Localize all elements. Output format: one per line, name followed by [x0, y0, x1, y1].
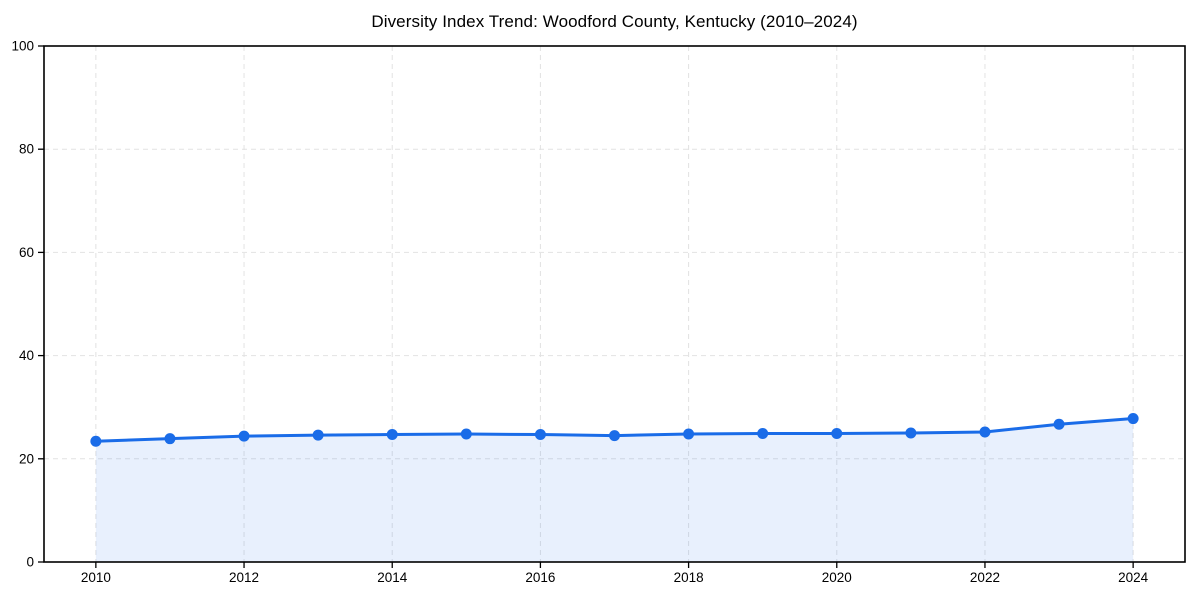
data-point-marker — [905, 427, 917, 439]
data-point-marker — [609, 430, 620, 442]
x-axis-tick-label: 2010 — [81, 570, 111, 585]
y-axis-tick-label: 100 — [11, 39, 34, 54]
x-axis-tick-label: 2024 — [1118, 570, 1149, 585]
data-point-marker — [90, 435, 102, 447]
y-axis-tick-label: 0 — [26, 555, 34, 570]
data-point-marker — [312, 429, 324, 441]
data-point-marker — [757, 428, 769, 440]
x-axis-tick-label: 2016 — [525, 570, 555, 585]
data-point-marker — [164, 433, 176, 445]
y-axis-tick-label: 20 — [19, 451, 34, 466]
x-axis-tick-label: 2012 — [229, 570, 259, 585]
data-point-marker — [534, 429, 546, 441]
y-axis-tick-label: 40 — [19, 348, 34, 363]
data-point-marker — [979, 426, 991, 438]
x-axis-tick-label: 2020 — [822, 570, 852, 585]
data-point-marker — [386, 429, 398, 441]
data-point-marker — [460, 428, 472, 440]
x-axis-tick-label: 2022 — [970, 570, 1000, 585]
area-fill — [95, 418, 1134, 562]
data-point-marker — [831, 428, 843, 440]
data-point-marker — [683, 428, 695, 440]
data-point-marker — [238, 430, 250, 442]
data-point-marker — [1127, 413, 1139, 425]
x-axis-tick-label: 2018 — [674, 570, 704, 585]
data-point-marker — [1053, 418, 1065, 430]
chart-title: Diversity Index Trend: Woodford County, … — [371, 12, 858, 31]
y-axis-tick-label: 60 — [19, 245, 34, 260]
x-axis-tick-label: 2014 — [377, 570, 408, 585]
plot-border — [43, 45, 1186, 563]
y-axis-tick-label: 80 — [19, 142, 34, 157]
